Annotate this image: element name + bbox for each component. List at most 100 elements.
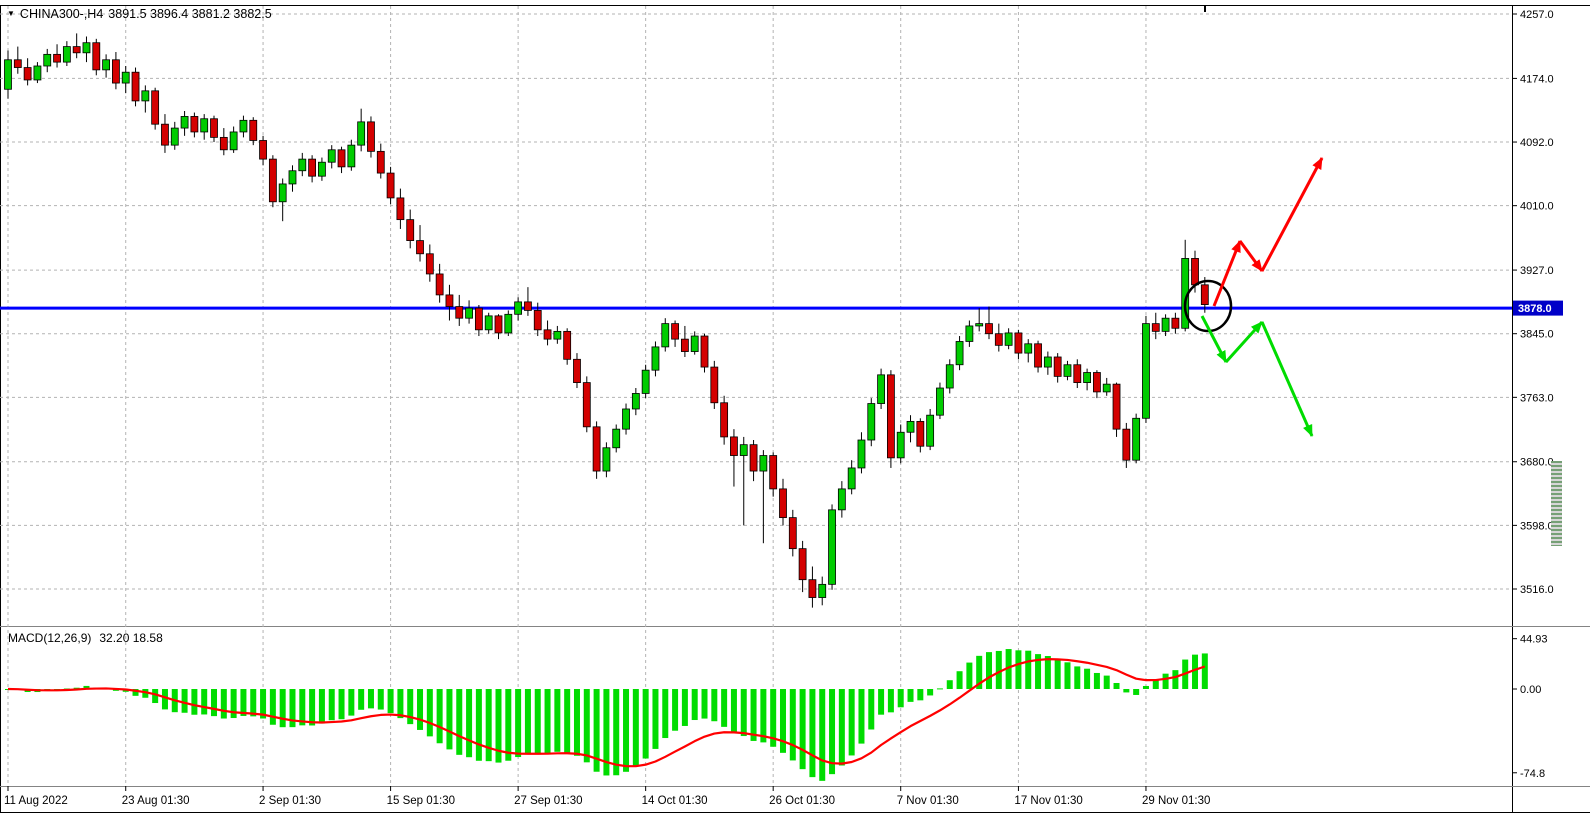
macd-histogram-bar bbox=[1054, 660, 1061, 689]
macd-histogram-bar bbox=[230, 689, 237, 719]
macd-histogram-bar bbox=[1005, 649, 1012, 689]
price-tick-label: 4257.0 bbox=[1520, 9, 1554, 21]
date-label: 23 Aug 01:30 bbox=[122, 795, 190, 807]
candle-bullish bbox=[926, 414, 935, 447]
candle-bullish bbox=[847, 467, 856, 490]
bullish-scenario-arrow[interactable] bbox=[1212, 240, 1242, 307]
candle-bullish bbox=[514, 301, 523, 315]
macd-histogram-bar bbox=[201, 689, 208, 715]
candle-bullish bbox=[945, 364, 954, 389]
candle-bearish bbox=[788, 517, 797, 550]
macd-histogram-bar bbox=[632, 689, 639, 767]
macd-histogram-bar bbox=[829, 689, 836, 775]
macd-histogram-bar bbox=[534, 689, 541, 754]
macd-histogram-bar bbox=[1103, 675, 1110, 689]
candle-bearish bbox=[13, 59, 22, 68]
macd-histogram-bar bbox=[377, 689, 384, 710]
annotations-layer bbox=[1183, 157, 1324, 437]
macd-histogram-bar bbox=[1123, 689, 1130, 693]
candle-bearish bbox=[1034, 343, 1042, 368]
macd-histogram-bar bbox=[1201, 653, 1208, 689]
bearish-scenario-arrow[interactable] bbox=[1260, 321, 1314, 437]
macd-histogram-bar bbox=[672, 689, 679, 731]
current-price-label: 3878.0 bbox=[1518, 303, 1552, 315]
macd-histogram-bar bbox=[603, 689, 610, 776]
candle-bearish bbox=[563, 330, 572, 360]
candle-bearish bbox=[720, 402, 729, 438]
date-label: 2 Sep 01:30 bbox=[259, 795, 321, 807]
candle-bearish bbox=[573, 358, 581, 383]
macd-histogram-bar bbox=[1192, 654, 1199, 689]
candle-bearish bbox=[994, 333, 1003, 346]
candle-bullish bbox=[1004, 332, 1013, 346]
price-tick-label: 3516.0 bbox=[1520, 584, 1554, 596]
macd-histogram-bar bbox=[436, 689, 443, 744]
macd-histogram-bar bbox=[387, 689, 394, 714]
candle-bullish bbox=[622, 408, 630, 430]
candle-bearish bbox=[376, 150, 385, 174]
candle-bearish bbox=[700, 335, 709, 368]
macd-histogram-bar bbox=[132, 689, 139, 696]
candle-bullish bbox=[739, 444, 748, 456]
candle-bearish bbox=[337, 149, 346, 168]
price-tick-label: 4174.0 bbox=[1520, 73, 1554, 85]
macd-histogram-bar bbox=[966, 662, 973, 689]
macd-histogram-bar bbox=[544, 689, 551, 754]
macd-histogram-bar bbox=[279, 689, 286, 728]
candle-bullish bbox=[857, 439, 866, 469]
macd-histogram-bar bbox=[730, 689, 737, 733]
bearish-scenario-arrow[interactable] bbox=[1200, 315, 1228, 363]
candle-bearish bbox=[396, 197, 405, 221]
bullish-scenario-arrow[interactable] bbox=[1260, 157, 1324, 272]
date-label: 29 Nov 01:30 bbox=[1142, 795, 1210, 807]
bearish-scenario-arrow[interactable] bbox=[1224, 320, 1264, 364]
macd-histogram-bar bbox=[1074, 666, 1081, 689]
macd-histogram-bar bbox=[750, 689, 757, 741]
candle-bullish bbox=[1063, 364, 1072, 377]
candle-bearish bbox=[53, 53, 61, 63]
macd-histogram-bar bbox=[397, 689, 404, 719]
macd-histogram-bar bbox=[1162, 673, 1169, 689]
macd-histogram-bar bbox=[956, 671, 963, 689]
candle-bearish bbox=[445, 294, 454, 307]
candle-bullish bbox=[318, 161, 326, 177]
candle-bearish bbox=[680, 338, 689, 352]
date-label: 7 Nov 01:30 bbox=[897, 795, 959, 807]
candle-bearish bbox=[425, 253, 434, 275]
candle-bearish bbox=[112, 59, 120, 84]
macd-histogram-bar bbox=[789, 689, 796, 761]
bullish-scenario-arrow[interactable] bbox=[1238, 240, 1264, 272]
candle-bullish bbox=[955, 341, 964, 366]
macd-histogram-bar bbox=[260, 689, 267, 719]
candle-bullish bbox=[896, 431, 905, 459]
macd-histogram-bar bbox=[466, 689, 473, 758]
candle-bearish bbox=[916, 420, 925, 447]
candle-bearish bbox=[1200, 284, 1209, 306]
candle-bullish bbox=[465, 307, 473, 319]
date-label: 27 Sep 01:30 bbox=[514, 795, 582, 807]
candle-bearish bbox=[749, 444, 758, 472]
price-tick-label: 3845.0 bbox=[1520, 329, 1554, 341]
macd-histogram-bar bbox=[1044, 656, 1051, 689]
macd-histogram-bar bbox=[1093, 672, 1100, 689]
candle-bearish bbox=[367, 121, 375, 152]
price-tick-label: 4010.0 bbox=[1520, 201, 1554, 213]
candle-bullish bbox=[484, 315, 493, 331]
candle-bearish bbox=[671, 323, 679, 340]
candle-bullish bbox=[975, 323, 984, 327]
candle-bullish bbox=[504, 313, 513, 334]
macd-histogram-bar bbox=[583, 689, 590, 763]
candle-bearish bbox=[1073, 364, 1082, 383]
candle-bullish bbox=[818, 583, 827, 598]
candle-bullish bbox=[170, 127, 179, 146]
highlight-circle[interactable] bbox=[1183, 279, 1233, 333]
symbol-dropdown-icon[interactable]: ▼ bbox=[7, 9, 15, 18]
macd-histogram-bar bbox=[907, 689, 914, 702]
macd-histogram-bar bbox=[269, 689, 276, 725]
ohlc-quote-label: 3891.5 3896.4 3881.2 3882.5 bbox=[108, 7, 272, 21]
candle-bullish bbox=[200, 118, 209, 133]
date-label: 15 Sep 01:30 bbox=[387, 795, 455, 807]
macd-histogram-bar bbox=[986, 652, 992, 689]
